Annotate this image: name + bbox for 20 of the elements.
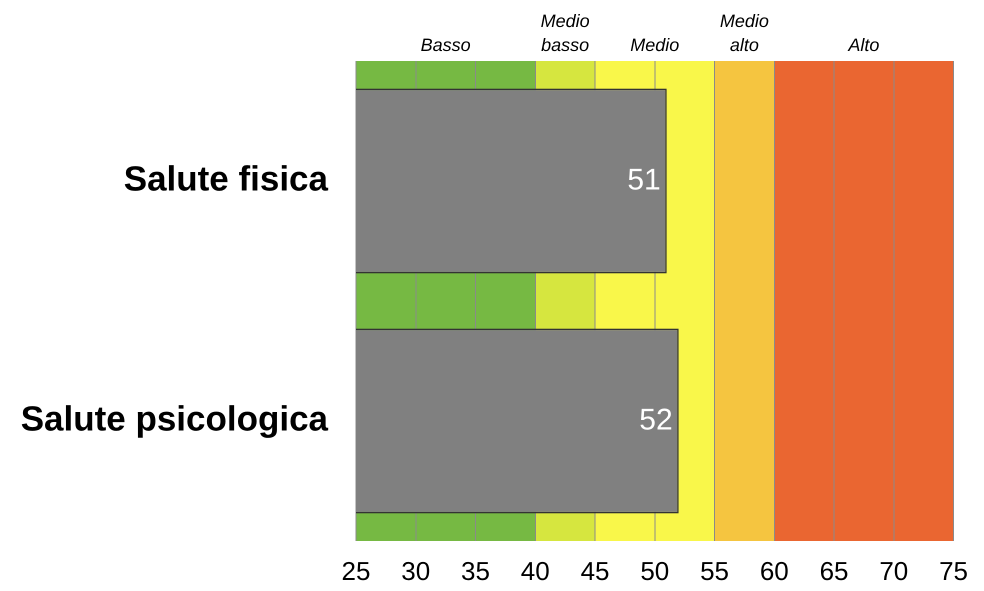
- band-label: Medio basso: [540, 11, 590, 55]
- x-tick-label: 50: [640, 556, 670, 586]
- x-tick-label: 55: [700, 556, 729, 586]
- band-label: Medio: [630, 35, 680, 55]
- data-label: 52: [639, 403, 673, 436]
- band-label: Medio alto: [720, 11, 769, 55]
- band-label: Alto: [847, 35, 880, 55]
- data-label: 51: [627, 163, 661, 196]
- y-tick-label: Salute fisica: [124, 160, 329, 199]
- x-tick-label: 45: [580, 556, 610, 586]
- x-tick-label: 30: [401, 556, 430, 586]
- band-label: Basso: [420, 35, 471, 55]
- x-tick-label: 70: [879, 556, 908, 586]
- x-tick-label: 60: [760, 556, 789, 586]
- x-tick-label: 65: [820, 556, 848, 586]
- x-tick-label: 35: [461, 556, 490, 586]
- x-tick-label: 40: [520, 556, 550, 586]
- x-tick-label: 25: [342, 556, 370, 586]
- y-tick-label: Salute psicologica: [20, 400, 329, 439]
- x-tick-label: 75: [939, 556, 968, 586]
